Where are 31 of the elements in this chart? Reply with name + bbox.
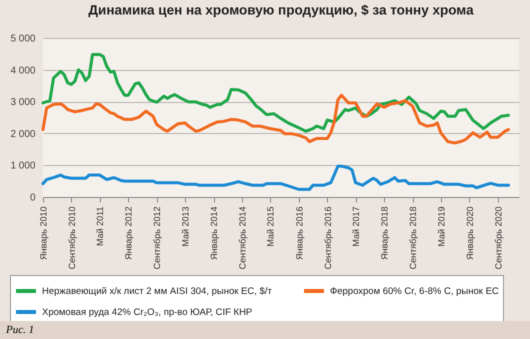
y-tick-label: 3 000 (10, 97, 36, 108)
line-series (42, 164, 510, 191)
x-tick-label: Май 2011 (95, 206, 106, 246)
x-tick-label: Сентябрь 2012 (152, 206, 162, 270)
x-tick-label: Январь 2016 (294, 206, 304, 260)
x-tick-label: Январь 2020 (464, 206, 475, 260)
x-tick-label: Январь 2010 (38, 206, 48, 260)
x-tick-label: Май 2015 (266, 206, 276, 247)
legend-label: Нержавеющий х/к лист 2 мм AISI 304, рынок ЕС, $/т (42, 286, 272, 297)
x-tick-label: Сентябрь 2018 (408, 206, 418, 270)
x-tick-label: Май 2019 (436, 206, 446, 247)
line-series (42, 94, 510, 144)
x-tick-label: Январь 2012 (124, 206, 134, 260)
chart-title: Динамика цен на хромовую продукцию, $ за тонну хрома (88, 2, 474, 18)
y-tick-label: 4 000 (10, 65, 36, 76)
x-tick-label: Май 2017 (351, 206, 362, 247)
y-tick-label: 5 000 (10, 34, 36, 44)
y-tick-label: 0 (30, 192, 36, 204)
y-tick-label: 1 000 (10, 160, 36, 172)
x-tick-label: Сентябрь 2010 (66, 206, 77, 270)
line-series (42, 53, 510, 133)
y-tick-label: 2 000 (10, 128, 36, 140)
legend-label: Феррохром 60% Cr, 6-8% C, рынок ЕС (330, 286, 499, 297)
x-tick-label: Сентябрь 2020 (493, 206, 504, 270)
x-tick-label: Сентябрь 2014 (237, 206, 248, 270)
x-tick-label: Январь 2018 (380, 206, 390, 260)
x-tick-label: Январь 2014 (209, 206, 220, 260)
x-tick-label: Сентябрь 2016 (322, 206, 333, 270)
x-tick-label: Май 2013 (180, 206, 190, 247)
text: Рис. 1 (6, 324, 34, 336)
legend-label: Хромовая руда 42% Cr₂O₃, пр-во ЮАР, CIF КНР (42, 307, 252, 318)
